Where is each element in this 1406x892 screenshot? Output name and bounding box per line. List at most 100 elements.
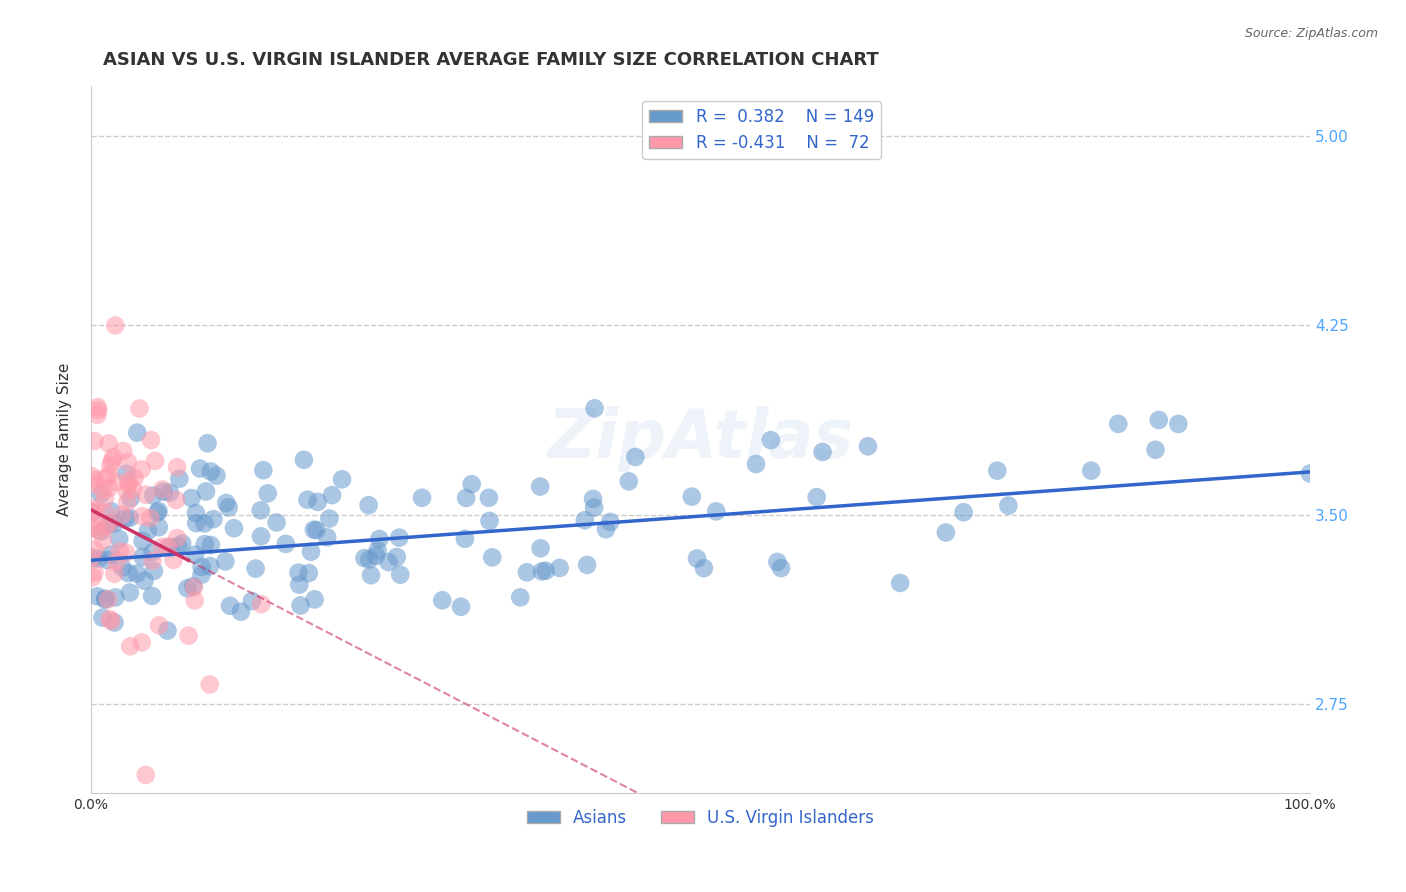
Point bbox=[143, 454, 166, 468]
Y-axis label: Average Family Size: Average Family Size bbox=[58, 362, 72, 516]
Point bbox=[194, 537, 217, 551]
Point bbox=[125, 566, 148, 581]
Point bbox=[219, 599, 242, 613]
Point bbox=[530, 565, 553, 579]
Point bbox=[94, 471, 117, 485]
Point bbox=[297, 492, 319, 507]
Point bbox=[108, 544, 131, 558]
Point bbox=[94, 592, 117, 607]
Point bbox=[952, 505, 974, 519]
Point bbox=[111, 508, 134, 522]
Point bbox=[986, 464, 1008, 478]
Point bbox=[97, 468, 120, 483]
Point bbox=[120, 491, 142, 506]
Point bbox=[759, 433, 782, 447]
Point bbox=[127, 425, 149, 440]
Point bbox=[856, 439, 879, 453]
Point bbox=[229, 605, 252, 619]
Point bbox=[548, 561, 571, 575]
Point bbox=[118, 511, 141, 525]
Point bbox=[122, 482, 145, 496]
Point bbox=[86, 408, 108, 422]
Point bbox=[811, 445, 834, 459]
Point bbox=[478, 514, 501, 528]
Point bbox=[135, 768, 157, 782]
Point bbox=[96, 553, 118, 567]
Point bbox=[360, 568, 382, 582]
Point bbox=[136, 524, 159, 538]
Point bbox=[91, 483, 114, 498]
Point bbox=[152, 484, 174, 499]
Point bbox=[97, 436, 120, 450]
Point bbox=[165, 493, 187, 508]
Point bbox=[1299, 467, 1322, 481]
Point bbox=[290, 599, 312, 613]
Point bbox=[529, 480, 551, 494]
Point bbox=[250, 597, 273, 611]
Point bbox=[103, 450, 125, 465]
Point bbox=[172, 536, 194, 550]
Point bbox=[139, 511, 162, 525]
Point bbox=[87, 403, 110, 417]
Point bbox=[131, 509, 153, 524]
Point bbox=[82, 506, 104, 520]
Point bbox=[184, 506, 207, 520]
Point bbox=[117, 566, 139, 581]
Point bbox=[1107, 417, 1129, 431]
Point bbox=[82, 551, 104, 566]
Point bbox=[131, 549, 153, 564]
Point bbox=[87, 551, 110, 566]
Point bbox=[617, 475, 640, 489]
Point bbox=[806, 490, 828, 504]
Point bbox=[148, 618, 170, 632]
Point bbox=[131, 462, 153, 476]
Point bbox=[139, 433, 162, 447]
Point bbox=[357, 498, 380, 512]
Point bbox=[385, 549, 408, 564]
Point bbox=[367, 543, 389, 558]
Point bbox=[105, 555, 128, 569]
Point bbox=[94, 491, 117, 505]
Point bbox=[94, 591, 117, 606]
Point bbox=[997, 499, 1019, 513]
Point bbox=[299, 544, 322, 558]
Point bbox=[305, 523, 328, 537]
Point bbox=[131, 534, 153, 549]
Point bbox=[156, 540, 179, 554]
Point bbox=[100, 458, 122, 473]
Point bbox=[274, 537, 297, 551]
Point bbox=[205, 468, 228, 483]
Point bbox=[889, 576, 911, 591]
Point bbox=[450, 599, 472, 614]
Point bbox=[1144, 442, 1167, 457]
Point bbox=[108, 532, 131, 546]
Point bbox=[100, 548, 122, 562]
Point bbox=[94, 505, 117, 519]
Point bbox=[87, 524, 110, 538]
Point bbox=[250, 529, 273, 543]
Point bbox=[159, 540, 181, 554]
Point bbox=[104, 318, 127, 333]
Point bbox=[266, 516, 288, 530]
Point bbox=[454, 532, 477, 546]
Point bbox=[583, 500, 606, 515]
Point bbox=[167, 539, 190, 553]
Point bbox=[686, 551, 709, 566]
Point bbox=[184, 548, 207, 562]
Point bbox=[368, 532, 391, 546]
Point bbox=[478, 491, 501, 505]
Point bbox=[432, 593, 454, 607]
Point bbox=[693, 561, 716, 575]
Point bbox=[287, 566, 309, 580]
Point bbox=[245, 561, 267, 575]
Point bbox=[98, 517, 121, 532]
Point bbox=[141, 589, 163, 603]
Point bbox=[193, 516, 215, 531]
Point bbox=[509, 591, 531, 605]
Point bbox=[118, 585, 141, 599]
Point bbox=[180, 491, 202, 505]
Point bbox=[96, 519, 118, 533]
Point bbox=[84, 501, 107, 516]
Point bbox=[1080, 464, 1102, 478]
Point bbox=[100, 504, 122, 518]
